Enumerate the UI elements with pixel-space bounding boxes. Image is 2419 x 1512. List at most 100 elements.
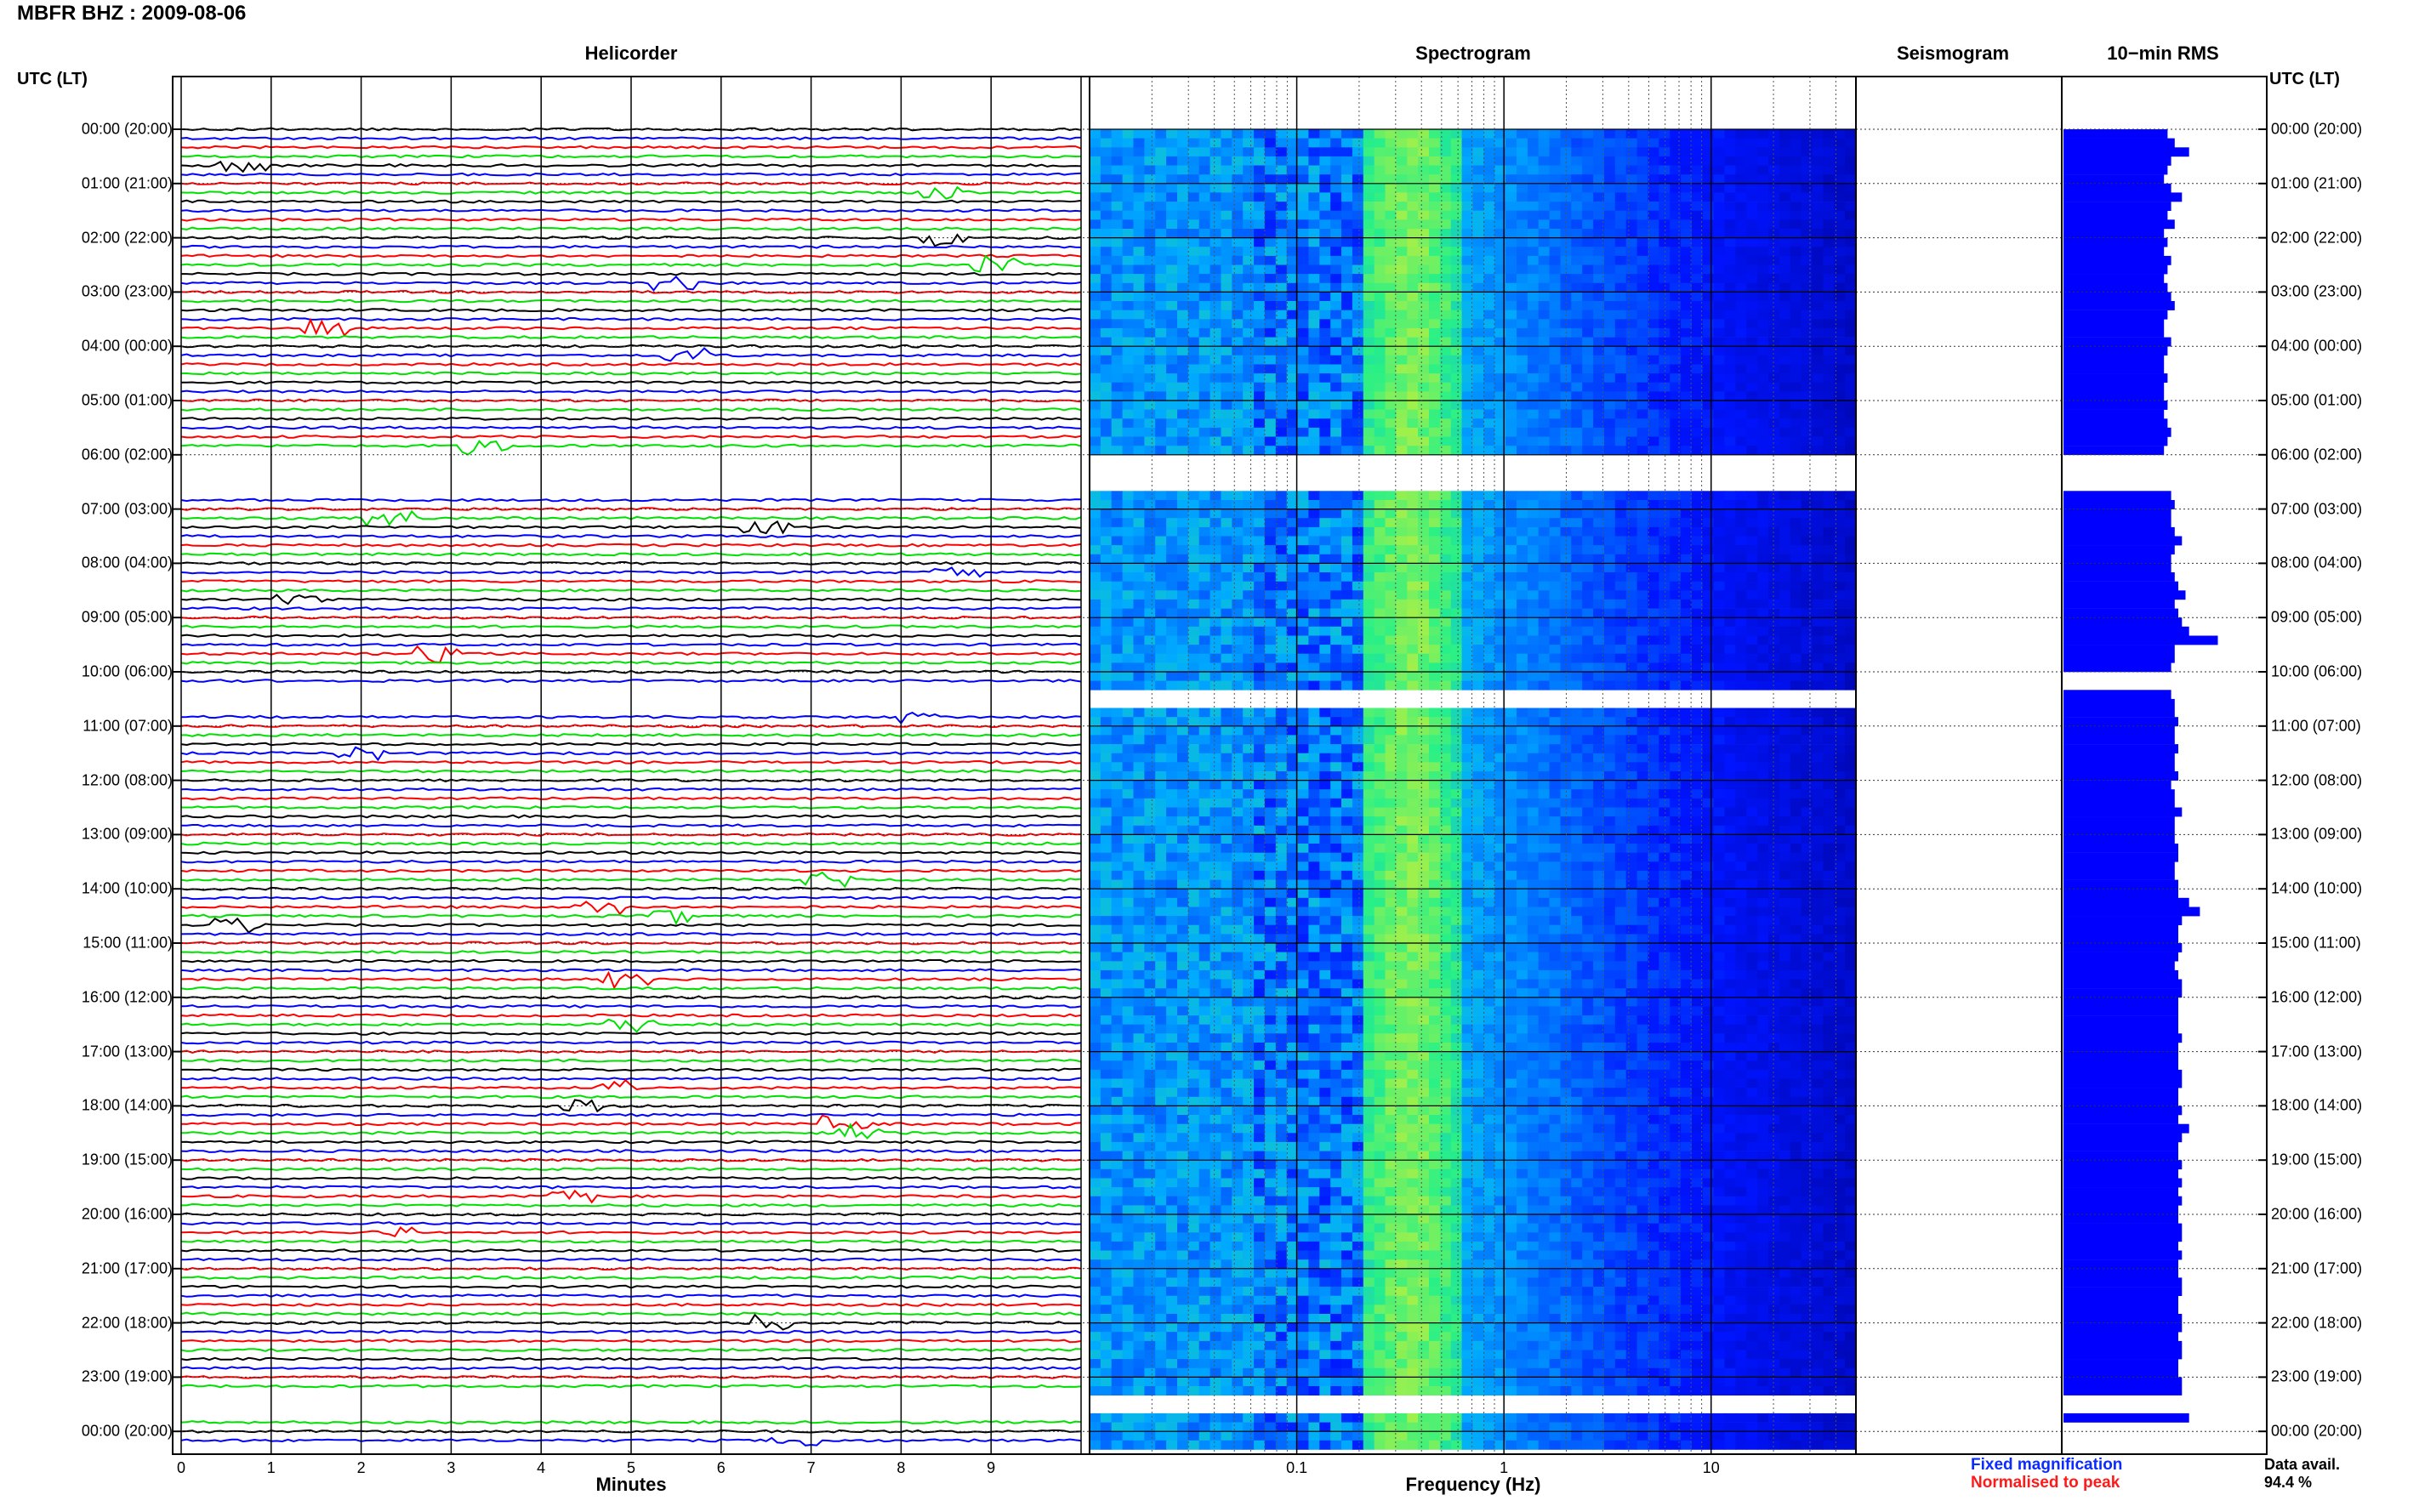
spectrogram-cell [1264, 780, 1277, 790]
spectrogram-cell [1757, 500, 1769, 509]
spectrogram-cell [1702, 717, 1715, 727]
spectrogram-cell [1735, 165, 1747, 175]
spectrogram-cell [1713, 626, 1726, 636]
spectrogram-cell [1439, 563, 1452, 573]
spectrogram-cell [1549, 219, 1562, 230]
spectrogram-cell [1735, 282, 1747, 293]
spectrogram-cell [1374, 138, 1386, 148]
spectrogram-cell [1823, 717, 1835, 727]
spectrogram-cell [1834, 401, 1846, 410]
spectrogram-cell [1221, 626, 1232, 636]
spectrogram-cell [1472, 725, 1484, 736]
spectrogram-cell [1614, 608, 1627, 618]
spectrogram-cell [1297, 581, 1310, 591]
spectrogram-cell [1505, 319, 1517, 329]
spectrogram-cell [1297, 255, 1310, 265]
spectrogram-cell [1483, 653, 1495, 663]
spectrogram-cell [1713, 717, 1726, 727]
spectrogram-cell [1275, 816, 1288, 827]
spectrogram-cell [1221, 292, 1232, 302]
spectrogram-cell [1308, 491, 1320, 501]
spectrogram-cell [1210, 599, 1222, 609]
spectrogram-cell [1286, 391, 1299, 401]
spectrogram-cell [1681, 491, 1693, 501]
spectrogram-cell [1505, 789, 1517, 799]
spectrogram-cell [1275, 500, 1288, 509]
spectrogram-cell [1801, 735, 1813, 745]
spectrogram-cell [1571, 599, 1583, 609]
spectrogram-cell [1198, 554, 1211, 564]
spectrogram-cell [1308, 744, 1320, 754]
spectrogram-cell [1702, 210, 1715, 220]
spectrogram-cell [1275, 662, 1288, 673]
spectrogram-cell [1166, 129, 1178, 139]
spectrogram-cell [1659, 310, 1671, 320]
spectrogram-cell [1166, 526, 1178, 537]
spectrogram-cell [1286, 327, 1299, 338]
spectrogram-cell [1418, 680, 1430, 691]
spectrogram-cell [1648, 210, 1659, 220]
spectrogram-cell [1385, 319, 1397, 329]
spectrogram-cell [1275, 346, 1288, 356]
spectrogram-cell [1396, 500, 1408, 509]
spectrogram-cell [1549, 807, 1562, 817]
spectrogram-cell [1461, 491, 1474, 501]
spectrogram-cell [1133, 581, 1145, 591]
spectrogram-cell [1614, 282, 1627, 293]
spectrogram-cell [1834, 202, 1846, 212]
spectrogram-cell [1243, 617, 1255, 628]
spectrogram-cell [1713, 500, 1726, 509]
spectrogram-cell [1735, 319, 1747, 329]
spectrogram-cell [1702, 436, 1715, 446]
spectrogram-cell [1659, 247, 1671, 257]
spectrogram-cell [1407, 156, 1419, 166]
spectrogram-cell [1308, 662, 1320, 673]
spectrogram-cell [1133, 327, 1145, 338]
spectrogram-cell [1659, 382, 1671, 392]
spectrogram-cell [1834, 364, 1846, 374]
spectrogram-cell [1823, 762, 1835, 772]
spectrogram-cell [1702, 599, 1715, 609]
spectrogram-cell [1407, 391, 1419, 401]
spectrogram-cell [1517, 500, 1528, 509]
spectrogram-cell [1483, 247, 1495, 257]
spectrogram-cell [1144, 418, 1156, 429]
spectrogram-cell [1538, 789, 1551, 799]
spectrogram-cell [1691, 409, 1704, 419]
spectrogram-cell [1571, 509, 1583, 519]
spectrogram-cell [1429, 355, 1441, 365]
spectrogram-cell [1275, 491, 1288, 501]
spectrogram-cell [1439, 518, 1452, 528]
spectrogram-cell [1461, 563, 1474, 573]
spectrogram-cell [1418, 662, 1430, 673]
spectrogram-cell [1187, 129, 1200, 139]
spectrogram-cell [1625, 401, 1638, 410]
spectrogram-cell [1757, 391, 1769, 401]
spectrogram-cell [1133, 518, 1145, 528]
spectrogram-cell [1582, 247, 1594, 257]
spectrogram-cell [1757, 337, 1769, 347]
spectrogram-cell [1187, 708, 1200, 718]
spectrogram-cell [1122, 247, 1135, 257]
spectrogram-cell [1614, 129, 1627, 139]
spectrogram-cell [1571, 744, 1583, 754]
spectrogram-cell [1243, 401, 1255, 410]
spectrogram-cell [1724, 229, 1736, 238]
spectrogram-cell [1450, 563, 1463, 573]
spectrogram-cell [1527, 744, 1540, 754]
spectrogram-cell [1330, 346, 1342, 356]
spectrogram-cell [1286, 355, 1299, 365]
spectrogram-cell [1670, 500, 1682, 509]
spectrogram-cell [1187, 554, 1200, 564]
spectrogram-cell [1144, 165, 1156, 175]
spectrogram-cell [1418, 753, 1430, 763]
spectrogram-cell [1582, 156, 1594, 166]
spectrogram-cell [1779, 418, 1791, 429]
spectrogram-cell [1122, 310, 1135, 320]
spectrogram-cell [1243, 645, 1255, 655]
spectrogram-cell [1625, 735, 1638, 745]
spectrogram-cell [1823, 816, 1835, 827]
spectrogram-cell [1625, 382, 1638, 392]
spectrogram-cell [1254, 237, 1266, 247]
spectrogram-cell [1779, 210, 1791, 220]
